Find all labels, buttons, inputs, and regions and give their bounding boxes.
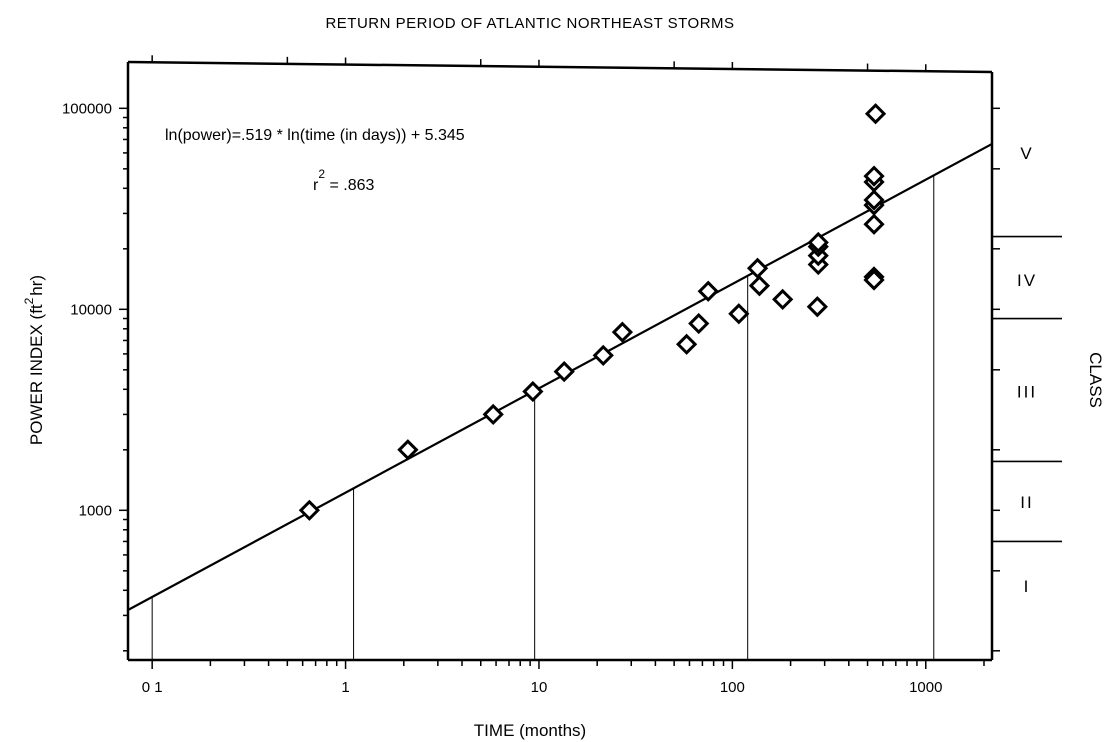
x-tick-label: 10 bbox=[531, 679, 548, 696]
class-boundaries bbox=[992, 235, 1062, 543]
class-label: V bbox=[1020, 144, 1033, 163]
y-axis-title-sup: 2 bbox=[22, 297, 36, 304]
chart-title: RETURN PERIOD OF ATLANTIC NORTHEAST STOR… bbox=[325, 15, 734, 32]
data-point bbox=[746, 257, 769, 279]
x-tick-label: 1 bbox=[341, 679, 349, 696]
plot-frame bbox=[126, 60, 994, 662]
data-point bbox=[806, 296, 828, 318]
y-axis-title-main: POWER INDEX (ft bbox=[27, 304, 46, 445]
x-tick-label: 1000 bbox=[909, 679, 942, 696]
r2-symbol: r bbox=[313, 177, 319, 194]
data-point bbox=[397, 439, 419, 461]
x-tick-label: 0 1 bbox=[142, 679, 163, 696]
class-label: IV bbox=[1017, 271, 1037, 290]
data-point bbox=[298, 499, 321, 521]
y-axis-title-end: hr) bbox=[27, 275, 46, 296]
class-axis-title: CLASS bbox=[1086, 352, 1105, 408]
equation-annotation: ln(power)=.519 * ln(time (in days)) + 5.… bbox=[165, 127, 465, 144]
data-point bbox=[697, 280, 719, 302]
data-point bbox=[728, 303, 750, 325]
y-axis-title: POWER INDEX (ft2hr) bbox=[22, 275, 46, 445]
x-tick-label: 100 bbox=[720, 679, 745, 696]
r-squared-annotation: r2 = .863 bbox=[313, 167, 374, 194]
data-point bbox=[553, 360, 575, 383]
x-axis-title: TIME (months) bbox=[474, 721, 586, 740]
y-tick-label: 1000 bbox=[79, 502, 112, 519]
tick-marks bbox=[119, 55, 1000, 669]
data-point bbox=[863, 189, 885, 211]
data-point bbox=[748, 275, 771, 297]
data-points bbox=[298, 103, 887, 521]
y-tick-label: 100000 bbox=[62, 100, 112, 117]
data-point bbox=[863, 165, 885, 187]
class-label: I bbox=[1024, 577, 1031, 596]
data-point bbox=[772, 288, 794, 311]
return-period-lines bbox=[151, 175, 935, 660]
tick-labels: 0 1 1 10 100 1000 1000 10000 100000 bbox=[62, 100, 943, 696]
data-point bbox=[522, 380, 544, 403]
data-point bbox=[592, 344, 614, 366]
data-point bbox=[863, 269, 885, 291]
class-label: III bbox=[1017, 383, 1037, 402]
r2-superscript: 2 bbox=[318, 167, 325, 181]
r2-value: = .863 bbox=[325, 177, 374, 194]
data-point bbox=[807, 231, 829, 254]
class-label: II bbox=[1020, 493, 1033, 512]
data-point bbox=[864, 103, 887, 125]
data-point bbox=[482, 403, 504, 426]
data-point bbox=[611, 321, 634, 343]
data-point bbox=[863, 213, 885, 235]
y-tick-label: 10000 bbox=[70, 301, 112, 318]
data-point bbox=[675, 333, 698, 355]
top-axis-line bbox=[127, 60, 993, 74]
data-point bbox=[688, 312, 710, 335]
